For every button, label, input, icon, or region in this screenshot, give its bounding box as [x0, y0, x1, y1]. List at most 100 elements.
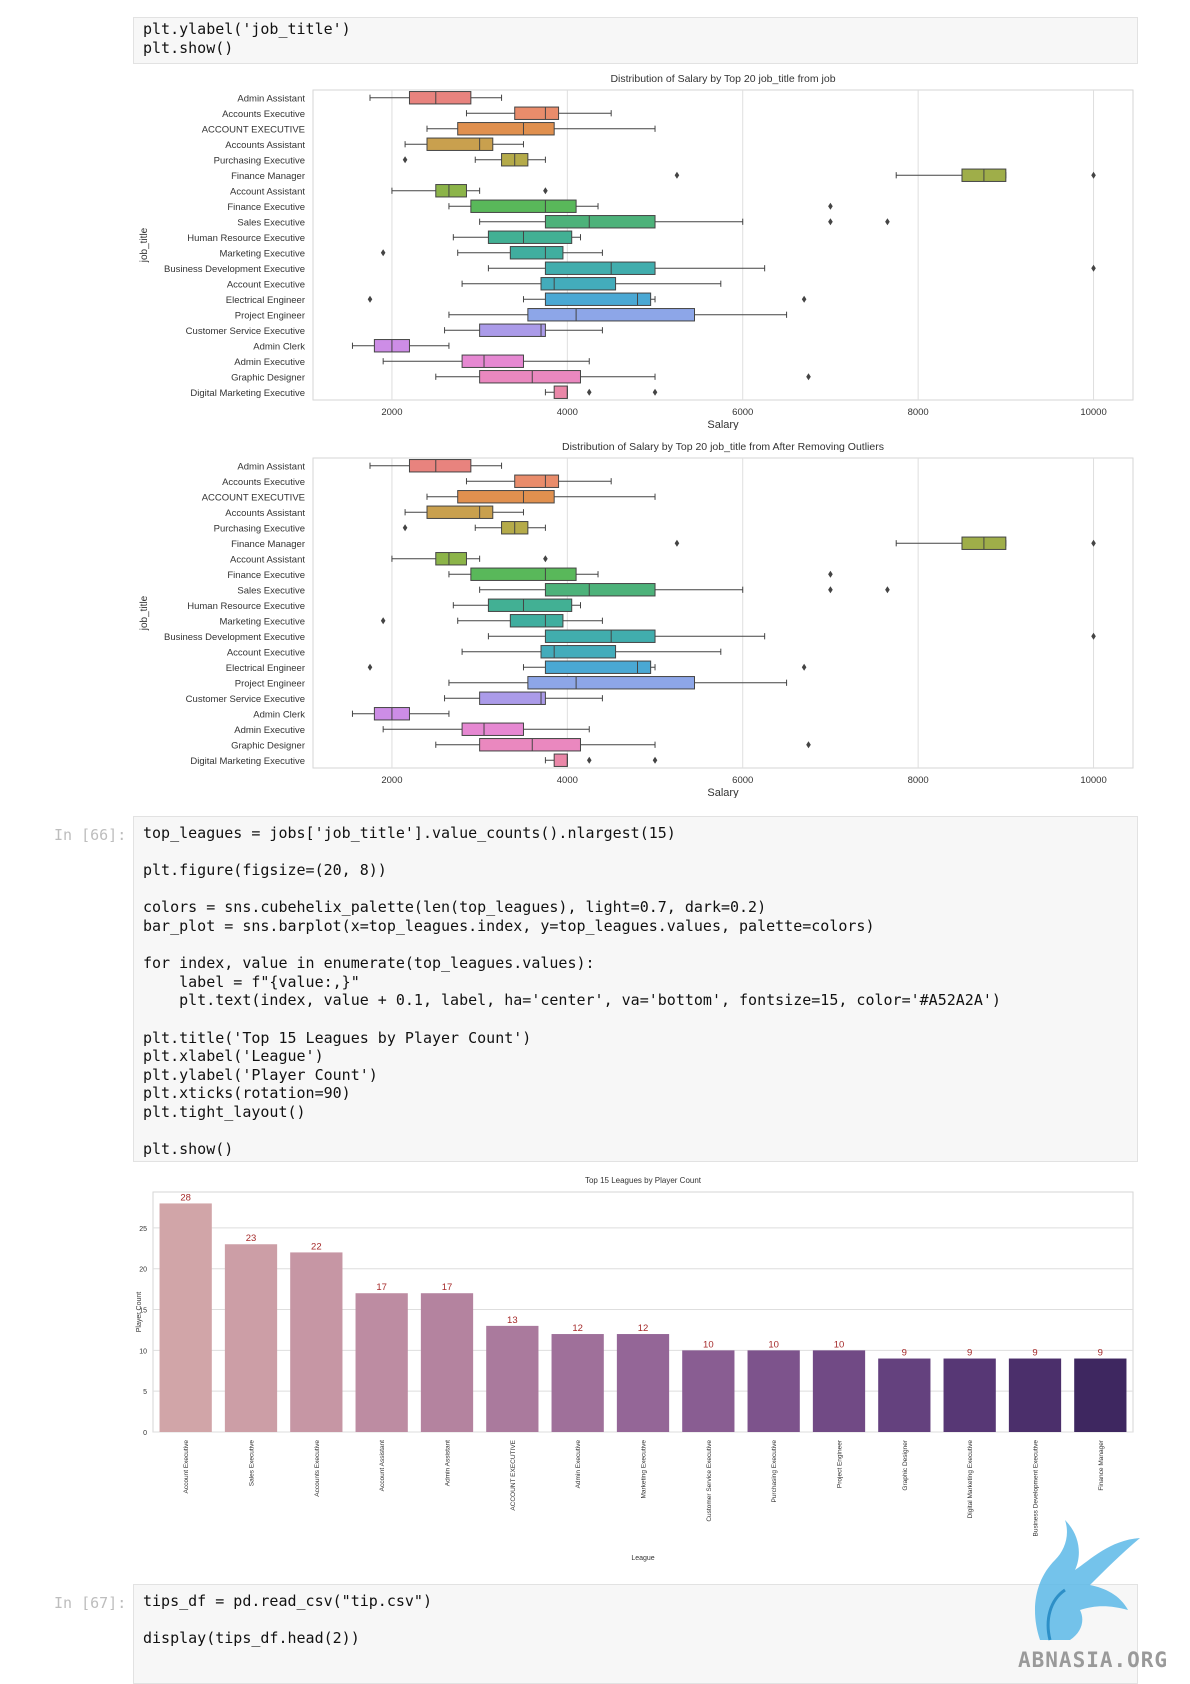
y-tick-label: Marketing Executive: [219, 248, 305, 259]
x-tick-label: 4000: [557, 775, 578, 786]
bar-value-label: 12: [572, 1323, 583, 1334]
outlier-point: [806, 373, 811, 381]
y-tick-label: Accounts Assistant: [225, 508, 305, 519]
code-line: bar_plot = sns.barplot(x=top_leagues.ind…: [143, 916, 875, 935]
x-tick-label: Graphic Designer: [902, 1439, 909, 1490]
x-tick-label: Marketing Executive: [641, 1440, 648, 1499]
box-digital-marketing-executive: [553, 385, 568, 399]
y-tick-label: Finance Manager: [231, 539, 305, 550]
bar-digital-marketing-executive: [943, 1358, 996, 1432]
bar-value-label: 23: [246, 1233, 257, 1244]
y-tick-label: Accounts Executive: [222, 477, 305, 488]
x-tick-label: 10000: [1080, 407, 1106, 418]
box-project-engineer: [527, 676, 695, 690]
box-account-assistant: [435, 552, 467, 566]
y-tick-label: Accounts Executive: [222, 109, 305, 120]
x-tick-label: Admin Assistant: [445, 1440, 452, 1486]
box-graphic-designer: [479, 738, 581, 752]
box-human-resource-executive: [487, 598, 573, 612]
box-account-executive: [457, 122, 555, 136]
box-sales-executive: [544, 215, 656, 229]
code-cell-top[interactable]: plt.ylabel('job_title') plt.show(): [133, 17, 1138, 64]
y-tick-label: Account Assistant: [230, 554, 305, 565]
y-tick-label: 20: [139, 1267, 147, 1274]
y-tick-label: Sales Executive: [237, 217, 305, 228]
bar-value-label: 10: [703, 1339, 714, 1350]
y-tick-label: 15: [139, 1308, 147, 1315]
outlier-point: [801, 295, 807, 303]
y-tick-label: Graphic Designer: [231, 740, 305, 751]
bar-value-label: 10: [834, 1339, 845, 1350]
box-marketing-executive: [509, 614, 564, 628]
box-marketing-executive: [509, 246, 564, 260]
outlier-point: [828, 570, 833, 578]
y-tick-label: Digital Marketing Executive: [190, 388, 305, 399]
x-tick-label: 8000: [908, 775, 929, 786]
box-digital-marketing-executive: [553, 753, 568, 767]
x-axis-label: Salary: [707, 419, 739, 430]
outlier-point: [1091, 632, 1096, 640]
x-tick-label: Accounts Executive: [314, 1440, 321, 1497]
y-tick-label: ACCOUNT EXECUTIVE: [202, 124, 305, 135]
bar-finance-manager: [1074, 1358, 1127, 1432]
y-tick-label: Admin Clerk: [253, 341, 305, 352]
outlier-point: [674, 539, 680, 547]
outlier-point: [652, 388, 658, 396]
box-electrical-engineer: [544, 292, 652, 306]
y-tick-label: Business Development Executive: [164, 264, 305, 275]
y-tick-label: Graphic Designer: [231, 372, 305, 383]
code-line: plt.ylabel('Player Count'): [143, 1065, 378, 1084]
x-tick-label: 6000: [732, 775, 753, 786]
bar-value-label: 10: [768, 1339, 779, 1350]
box-account-assistant: [435, 184, 467, 198]
y-tick-label: Customer Service Executive: [186, 694, 305, 705]
y-tick-label: Finance Manager: [231, 171, 305, 182]
code-line: plt.tight_layout(): [143, 1102, 306, 1121]
bar-purchasing-executive: [747, 1350, 800, 1432]
x-tick-label: Admin Executive: [575, 1440, 582, 1489]
code-line: plt.text(index, value + 0.1, label, ha='…: [143, 991, 1001, 1010]
bar-value-label: 9: [902, 1348, 907, 1359]
y-tick-label: 25: [139, 1226, 147, 1233]
bar-account-executive: [159, 1203, 212, 1432]
y-tick-label: Human Resource Executive: [187, 601, 305, 612]
cell-66-prompt: In [66]:: [54, 826, 127, 844]
box-accounts-executive: [514, 106, 560, 120]
outlier-point: [674, 171, 680, 179]
code-line: colors = sns.cubehelix_palette(len(top_l…: [143, 898, 767, 917]
code-cell-67[interactable]: tips_df = pd.read_csv("tip.csv") display…: [133, 1584, 1138, 1684]
outlier-point: [543, 187, 548, 195]
outlier-point: [828, 202, 833, 210]
box-graphic-designer: [479, 370, 581, 384]
outlier-point: [652, 756, 658, 764]
cell-67-prompt: In [67]:: [54, 1594, 127, 1612]
y-tick-label: Project Engineer: [235, 310, 305, 321]
bar-value-label: 17: [442, 1282, 453, 1293]
bar-admin-executive: [551, 1334, 604, 1432]
box-admin-executive: [461, 354, 524, 368]
outlier-point: [586, 756, 592, 764]
x-tick-label: Customer Service Executive: [706, 1440, 713, 1522]
outlier-point: [885, 218, 890, 226]
code-line: tips_df = pd.read_csv("tip.csv"): [143, 1592, 432, 1610]
y-tick-label: ACCOUNT EXECUTIVE: [202, 492, 305, 503]
y-tick-label: Purchasing Executive: [214, 523, 305, 534]
code-cell-66-source: top_leagues = jobs['job_title'].value_co…: [134, 817, 1137, 1159]
y-tick-label: Finance Executive: [227, 570, 305, 581]
box-admin-assistant: [408, 459, 472, 473]
box-admin-assistant: [408, 91, 472, 105]
box-customer-service-executive: [479, 691, 546, 705]
bar-value-label: 9: [1098, 1348, 1103, 1359]
outlier-point: [543, 555, 548, 563]
box-account-executive: [457, 490, 555, 504]
y-tick-label: Accounts Assistant: [225, 140, 305, 151]
outlier-point: [1091, 539, 1096, 547]
bar-value-label: 12: [638, 1323, 649, 1334]
y-tick-label: Purchasing Executive: [214, 155, 305, 166]
y-tick-label: Business Development Executive: [164, 632, 305, 643]
y-tick-label: Electrical Engineer: [226, 663, 305, 674]
code-cell-66[interactable]: top_leagues = jobs['job_title'].value_co…: [133, 816, 1138, 1162]
y-tick-label: Customer Service Executive: [186, 326, 305, 337]
code-line: plt.show(): [143, 1140, 234, 1159]
box-accounts-assistant: [426, 505, 494, 519]
